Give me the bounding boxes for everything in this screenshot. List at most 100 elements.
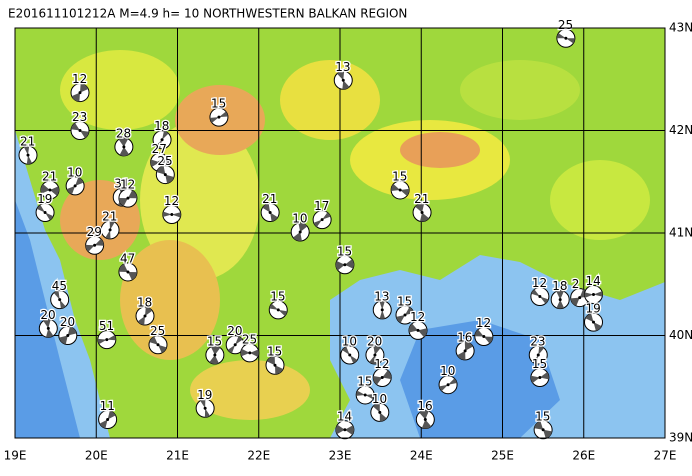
focal-mechanism: 15 xyxy=(530,356,550,388)
center-dot xyxy=(348,353,352,357)
compression-quadrant xyxy=(94,238,104,246)
compression-quadrant xyxy=(419,410,429,420)
compression-quadrant xyxy=(119,146,130,156)
compression-quadrant xyxy=(162,211,172,217)
lon-tick-label: 23E xyxy=(329,449,352,463)
center-dot xyxy=(48,188,52,192)
lon-tick-label: 21E xyxy=(166,449,189,463)
center-dot xyxy=(538,295,542,299)
center-dot xyxy=(343,263,347,267)
compression-quadrant xyxy=(159,157,169,166)
depth-label: 20 xyxy=(227,324,242,338)
focal-mechanism: 23 xyxy=(70,109,90,140)
focal-mechanism: 15 xyxy=(395,293,415,325)
compression-quadrant xyxy=(71,92,80,102)
depth-label: 15 xyxy=(397,295,412,309)
center-dot xyxy=(446,383,450,387)
terrain xyxy=(60,50,650,420)
depth-label: 19 xyxy=(197,388,212,402)
center-dot xyxy=(78,129,82,132)
center-dot xyxy=(217,115,221,119)
focal-mechanism: 12 xyxy=(118,176,138,208)
center-dot xyxy=(73,184,77,188)
focal-mechanism: 15 xyxy=(355,373,375,405)
compression-quadrant xyxy=(107,410,116,420)
center-dot xyxy=(541,428,545,432)
compression-quadrant xyxy=(344,259,354,269)
center-dot xyxy=(126,196,130,200)
depth-label: 12 xyxy=(374,357,389,371)
center-dot xyxy=(398,188,402,192)
depth-label: 27 xyxy=(152,142,167,156)
center-dot xyxy=(380,308,384,312)
lon-tick-label: 24E xyxy=(410,449,433,463)
compression-quadrant xyxy=(118,263,128,272)
compression-quadrant xyxy=(80,83,89,93)
compression-quadrant xyxy=(150,159,160,167)
focal-mechanism: 12 xyxy=(530,275,550,307)
compression-quadrant xyxy=(85,244,95,252)
compression-quadrant xyxy=(127,190,137,199)
compression-quadrant xyxy=(278,309,288,317)
compression-quadrant xyxy=(556,299,564,309)
compression-quadrant xyxy=(379,412,387,422)
center-dot xyxy=(341,78,345,82)
compression-quadrant xyxy=(156,165,166,175)
compression-quadrant xyxy=(209,117,219,123)
center-dot xyxy=(578,296,582,300)
compression-quadrant xyxy=(373,375,383,385)
depth-label: 10 xyxy=(372,392,387,406)
focal-mechanism: 10 xyxy=(370,391,390,422)
focal-mechanism: 27 xyxy=(150,141,170,172)
compression-quadrant xyxy=(235,336,243,345)
center-dot xyxy=(420,211,424,214)
center-dot xyxy=(363,393,367,397)
focal-mechanism: 18 xyxy=(550,278,570,310)
center-dot xyxy=(268,211,272,214)
focal-mechanism: 15 xyxy=(268,288,288,320)
frame xyxy=(14,27,666,439)
lon-tick-label: 26E xyxy=(572,449,595,463)
compression-quadrant xyxy=(373,403,380,413)
focal-mechanism: 19 xyxy=(195,387,215,418)
compression-quadrant xyxy=(210,345,221,355)
compression-quadrant xyxy=(49,186,59,196)
compression-quadrant xyxy=(23,146,30,156)
depth-label: 10 xyxy=(67,165,82,179)
depth-label: 2 xyxy=(572,277,580,291)
focal-mechanism: 18 xyxy=(135,294,155,326)
center-dot xyxy=(213,353,217,357)
compression-quadrant xyxy=(46,328,54,338)
center-dot xyxy=(538,376,542,380)
focal-mechanism: 15 xyxy=(205,333,225,365)
depth-label: 12 xyxy=(410,310,425,324)
lon-tick-label: 27E xyxy=(654,449,677,463)
depth-label: 47 xyxy=(120,251,135,265)
depth-label: 12 xyxy=(120,178,135,192)
compression-quadrant xyxy=(162,130,169,140)
center-dot xyxy=(122,145,126,149)
focal-mechanism: 10 xyxy=(290,210,310,242)
center-dot xyxy=(273,363,277,367)
center-dot xyxy=(163,173,167,177)
focal-mechanism: 12 xyxy=(408,309,428,340)
compression-quadrant xyxy=(474,329,484,337)
center-dot xyxy=(482,335,486,339)
depth-label: 14 xyxy=(337,409,352,423)
focal-mechanism: 47 xyxy=(118,250,138,282)
center-dot xyxy=(106,418,110,422)
center-dot xyxy=(378,410,382,414)
depth-label: 20 xyxy=(367,334,382,348)
focal-mechanism: 12 xyxy=(162,193,182,225)
depth-label: 25 xyxy=(242,332,257,346)
center-dot xyxy=(26,153,30,157)
compression-quadrant xyxy=(293,231,302,241)
compression-quadrant xyxy=(356,390,366,396)
depth-label: 31 xyxy=(114,177,129,191)
compression-quadrant xyxy=(530,375,540,383)
compression-quadrant xyxy=(342,80,350,90)
focal-mechanism: 10 xyxy=(438,363,458,395)
focal-mechanism: 21 xyxy=(40,168,60,200)
compression-quadrant xyxy=(155,139,163,149)
compression-quadrant xyxy=(391,183,401,192)
